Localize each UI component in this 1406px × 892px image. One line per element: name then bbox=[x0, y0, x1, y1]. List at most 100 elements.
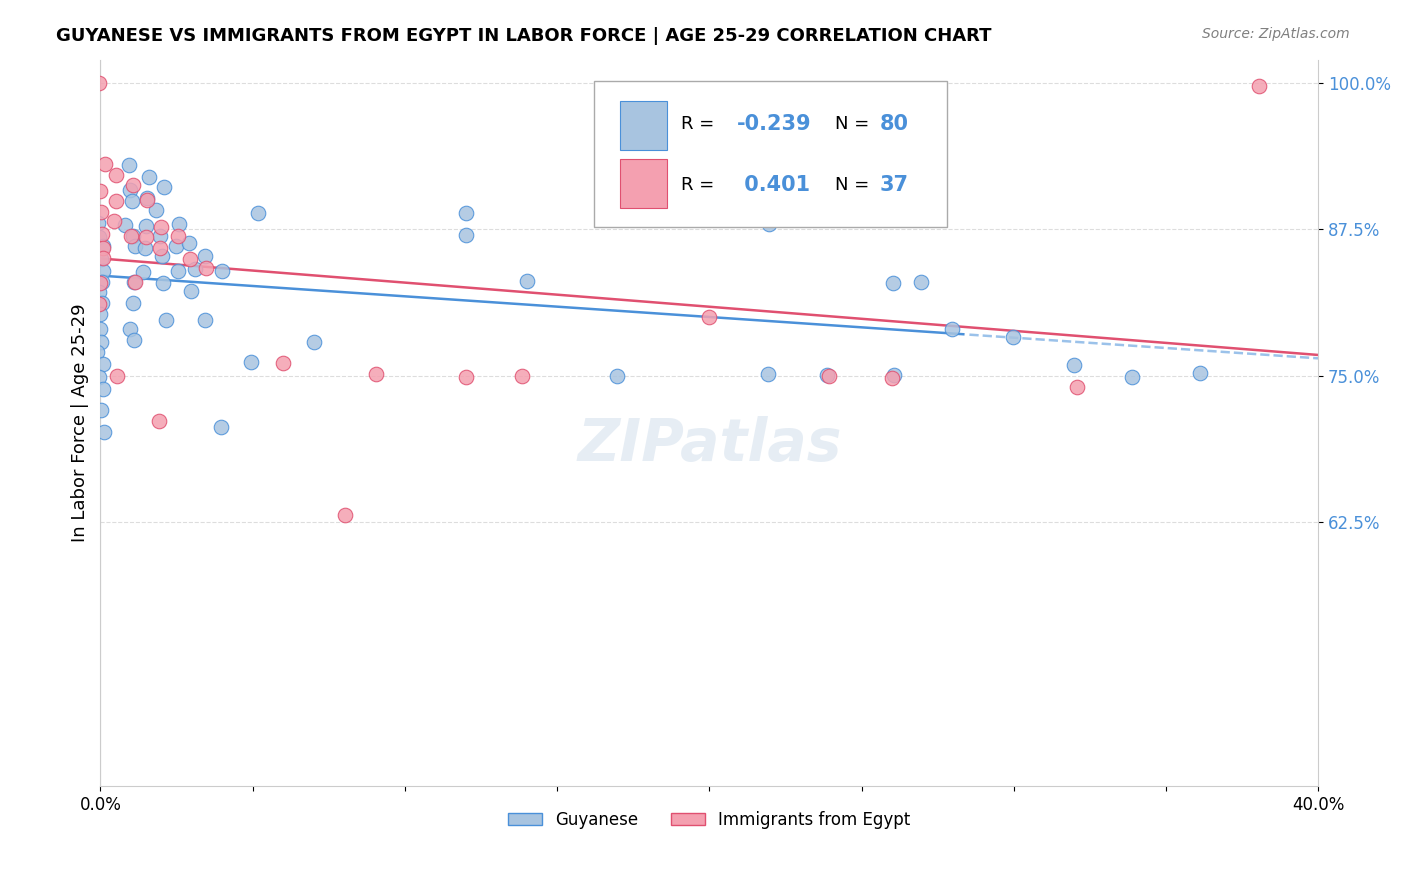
Point bbox=[1066, 380, 1088, 394]
Point bbox=[93, 157, 115, 171]
Point bbox=[239, 355, 262, 369]
Point bbox=[167, 217, 190, 231]
Point bbox=[1063, 358, 1085, 372]
Point bbox=[364, 368, 387, 382]
Point bbox=[118, 158, 141, 172]
Point bbox=[149, 229, 172, 244]
Point bbox=[91, 382, 114, 396]
Point bbox=[87, 285, 110, 300]
Text: 80: 80 bbox=[880, 113, 908, 134]
Point bbox=[184, 261, 207, 276]
Point bbox=[121, 296, 143, 310]
Point bbox=[122, 178, 145, 192]
Point bbox=[90, 275, 112, 289]
Point bbox=[454, 370, 477, 384]
Point bbox=[105, 369, 128, 384]
Point bbox=[134, 241, 156, 255]
Point bbox=[194, 313, 217, 327]
Point bbox=[93, 239, 115, 253]
Point bbox=[211, 264, 233, 278]
Point bbox=[454, 227, 477, 242]
Point bbox=[114, 219, 136, 233]
Point bbox=[454, 206, 477, 220]
Text: ZIPatlas: ZIPatlas bbox=[576, 416, 842, 473]
Point bbox=[165, 239, 187, 253]
Point bbox=[880, 371, 903, 385]
Point bbox=[89, 184, 111, 198]
Point bbox=[91, 251, 114, 265]
Point bbox=[145, 203, 167, 218]
Point bbox=[153, 180, 176, 194]
Text: N =: N = bbox=[835, 176, 869, 194]
Point bbox=[87, 76, 110, 90]
Point bbox=[89, 297, 111, 311]
Text: 37: 37 bbox=[880, 175, 908, 194]
Point bbox=[271, 356, 294, 370]
Point bbox=[124, 275, 146, 289]
FancyBboxPatch shape bbox=[593, 81, 946, 227]
Point bbox=[209, 420, 232, 434]
Point bbox=[179, 252, 201, 267]
Point bbox=[132, 265, 155, 279]
Point bbox=[120, 322, 142, 336]
Point bbox=[86, 345, 108, 359]
Point bbox=[166, 228, 188, 243]
Point bbox=[89, 322, 111, 336]
Text: N =: N = bbox=[835, 114, 869, 133]
Point bbox=[510, 368, 533, 383]
Point bbox=[89, 276, 111, 290]
Point bbox=[135, 219, 157, 233]
Point bbox=[882, 276, 904, 290]
Text: GUYANESE VS IMMIGRANTS FROM EGYPT IN LABOR FORCE | AGE 25-29 CORRELATION CHART: GUYANESE VS IMMIGRANTS FROM EGYPT IN LAB… bbox=[56, 27, 991, 45]
Point bbox=[1188, 367, 1211, 381]
Point bbox=[87, 370, 110, 384]
Point bbox=[118, 183, 141, 197]
Point bbox=[333, 508, 356, 523]
FancyBboxPatch shape bbox=[620, 159, 666, 209]
Point bbox=[89, 307, 111, 321]
Point bbox=[910, 275, 932, 289]
Point bbox=[91, 227, 114, 242]
Point bbox=[91, 264, 114, 278]
Point bbox=[122, 275, 145, 289]
Point bbox=[89, 229, 111, 244]
Y-axis label: In Labor Force | Age 25-29: In Labor Force | Age 25-29 bbox=[72, 303, 89, 542]
Point bbox=[150, 219, 173, 234]
Point bbox=[135, 229, 157, 244]
Point bbox=[247, 206, 270, 220]
Point bbox=[93, 425, 115, 439]
Text: R =: R = bbox=[682, 176, 720, 194]
Point bbox=[302, 335, 325, 350]
Point bbox=[180, 284, 202, 298]
Point bbox=[90, 296, 112, 310]
Point bbox=[90, 252, 112, 267]
Text: 0.401: 0.401 bbox=[737, 175, 810, 194]
Point bbox=[1002, 330, 1025, 344]
Point bbox=[90, 402, 112, 417]
Point bbox=[818, 369, 841, 384]
Point bbox=[149, 241, 172, 255]
Point bbox=[121, 194, 143, 208]
Point bbox=[90, 204, 112, 219]
Point bbox=[103, 214, 125, 228]
Point bbox=[756, 368, 779, 382]
Point bbox=[883, 368, 905, 383]
FancyBboxPatch shape bbox=[620, 101, 666, 151]
Point bbox=[194, 249, 217, 263]
Point bbox=[195, 260, 218, 275]
Point bbox=[1121, 369, 1143, 384]
Point bbox=[138, 169, 160, 184]
Legend: Guyanese, Immigrants from Egypt: Guyanese, Immigrants from Egypt bbox=[502, 805, 917, 836]
Point bbox=[1249, 78, 1271, 93]
Point bbox=[91, 357, 114, 371]
Point bbox=[817, 368, 839, 383]
Point bbox=[697, 310, 720, 324]
Text: Source: ZipAtlas.com: Source: ZipAtlas.com bbox=[1202, 27, 1350, 41]
Point bbox=[148, 414, 170, 428]
Point bbox=[105, 168, 128, 182]
Point bbox=[152, 276, 174, 290]
Point bbox=[150, 249, 173, 263]
Point bbox=[941, 321, 963, 335]
Point bbox=[136, 191, 159, 205]
Point bbox=[136, 193, 159, 207]
